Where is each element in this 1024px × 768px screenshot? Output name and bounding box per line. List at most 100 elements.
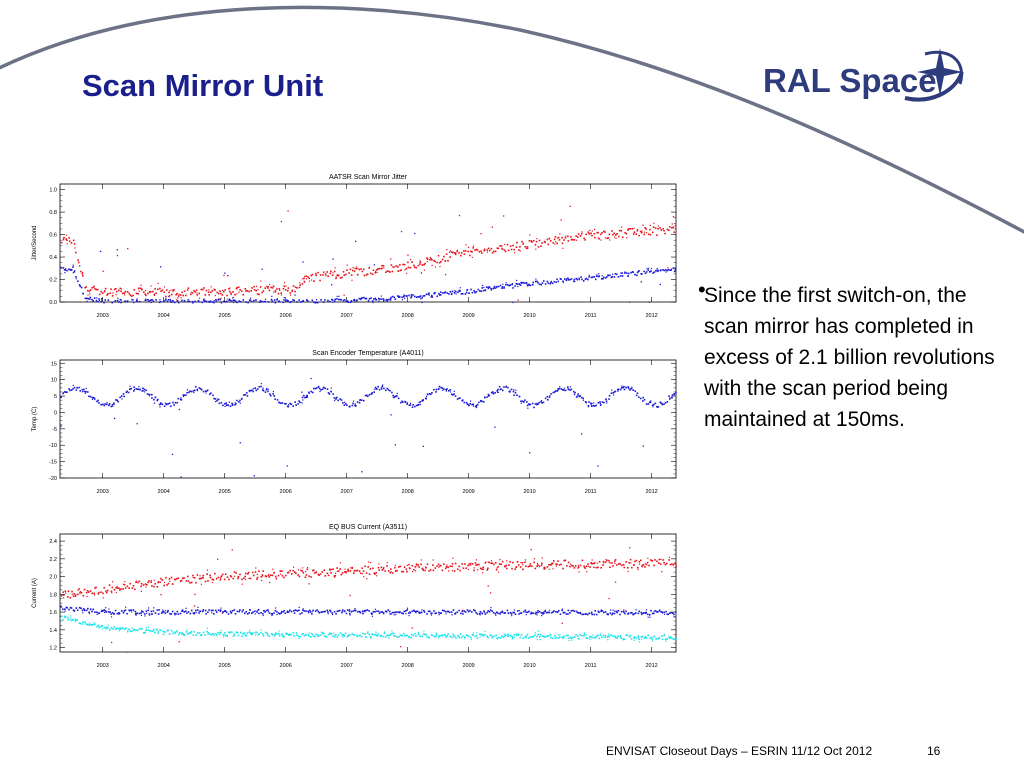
data-point [614,558,617,561]
data-point [569,611,571,614]
outlier-point [355,240,357,243]
data-point [555,636,558,639]
data-point [122,292,124,295]
data-point [618,388,620,391]
data-point [85,623,87,625]
data-point [425,397,428,400]
data-point [403,263,406,266]
data-point [576,611,579,614]
data-point [245,572,247,575]
data-point [564,236,567,239]
data-point [602,230,605,233]
data-point [326,609,329,612]
data-point [638,234,640,237]
data-point [598,611,600,614]
data-point [552,560,555,562]
data-point [641,635,644,638]
data-point [73,593,76,595]
data-point [118,289,120,292]
data-point [353,270,356,273]
data-point [187,298,189,301]
data-point [535,278,537,280]
data-point [368,297,371,300]
data-point [588,276,590,278]
data-point [258,301,261,303]
data-point [295,632,298,634]
data-point [376,610,378,613]
data-point [495,614,497,616]
data-point [339,632,342,634]
data-point [309,611,312,613]
data-point [601,636,603,639]
data-point [270,632,273,635]
data-point [568,637,570,640]
data-point [192,576,194,579]
data-point [148,299,150,302]
data-point [587,231,590,233]
data-point [665,269,667,271]
data-point [627,387,630,390]
data-point [577,566,580,568]
data-point [466,609,469,611]
data-point [153,607,155,609]
data-point [328,568,331,571]
data-point [383,267,385,269]
data-point [390,296,392,299]
data-point [426,393,429,395]
data-point [254,631,257,634]
data-point [413,266,416,269]
data-point [298,299,300,301]
data-point [509,245,512,247]
data-point [407,261,409,264]
data-point [283,299,285,301]
data-point [448,611,451,614]
data-point [503,612,505,614]
data-point [381,611,384,613]
data-point [132,609,135,611]
data-point [598,560,601,563]
data-point [496,286,498,288]
data-point [278,630,280,632]
data-point [314,635,316,638]
data-point [588,233,591,235]
data-point [111,612,114,614]
data-point [377,566,380,569]
data-point [408,614,410,617]
data-point [537,610,539,612]
data-point [260,631,262,634]
data-point [220,629,222,632]
data-point [261,574,264,576]
data-point [456,568,459,571]
outlier-point [581,433,583,435]
data-point [608,635,611,638]
data-point [75,276,77,278]
data-point [417,404,420,406]
data-point [542,280,545,282]
data-point [76,609,79,612]
data-point [360,297,362,299]
data-point [522,243,524,245]
data-point [517,633,520,636]
data-point [295,572,297,575]
data-point [139,301,141,303]
data-point [292,285,295,287]
data-point [248,612,251,614]
data-point [613,276,616,278]
data-point [520,612,523,614]
data-point [273,634,276,637]
data-point [529,563,532,565]
data-point [594,567,596,569]
data-point [258,633,260,635]
data-point [245,289,247,291]
data-point [78,606,81,609]
data-point [390,571,392,573]
y-axis-label: Jitter/Second [32,225,38,260]
data-point [651,404,654,407]
data-point [541,612,544,614]
data-point [214,572,216,575]
data-point [602,634,605,637]
data-point [362,268,365,271]
data-point [104,403,107,405]
data-point [263,300,265,303]
data-point [104,299,107,301]
